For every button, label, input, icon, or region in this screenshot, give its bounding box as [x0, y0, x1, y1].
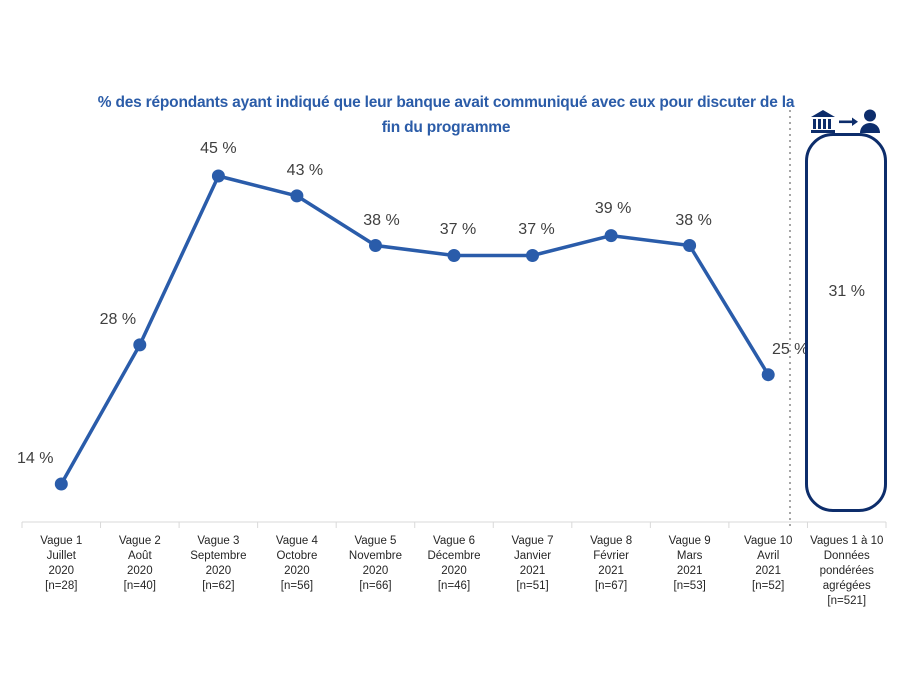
category-label-line: 2020	[127, 565, 153, 577]
aggregate-panel	[805, 133, 887, 512]
category-label-line: [n=66]	[359, 580, 392, 592]
category-label-line: [n=28]	[45, 580, 78, 592]
data-point-label: 39 %	[594, 199, 632, 217]
data-point-label: 45 %	[200, 140, 237, 157]
category-label-line: [n=52]	[752, 580, 785, 592]
data-point	[447, 249, 461, 262]
category-label: Vague 8 Février 2021 [n=67]	[572, 527, 651, 627]
category-label-line: [n=62]	[202, 580, 235, 592]
category-label-line: Vagues 1 à 10	[810, 535, 884, 547]
category-label-line: [n=46]	[437, 580, 471, 592]
category-label-line: Décembre	[427, 550, 481, 562]
category-label-line: 2021	[519, 565, 546, 577]
series-markers	[54, 169, 775, 491]
category-label: Vague 4 Octobre 2020 [n=56]	[258, 527, 337, 627]
category-label-line: 2020	[441, 565, 467, 577]
category-label-line: 2021	[598, 565, 624, 577]
category-label-line: Février	[593, 550, 629, 562]
category-label-line: [n=521]	[827, 595, 867, 607]
category-label-line: Septembre	[190, 550, 247, 562]
category-label-line: [n=40]	[123, 580, 156, 592]
chart-title: % des répondants ayant indiqué que leur …	[97, 94, 795, 136]
category-label-line: Novembre	[348, 550, 402, 562]
data-point	[604, 229, 618, 243]
data-point	[369, 239, 382, 252]
category-label: Vague 2 Août 2020 [n=40]	[101, 527, 180, 627]
category-label-line: [n=67]	[594, 580, 628, 592]
category-label-line: Vague 6	[433, 535, 475, 547]
data-point-label: 38 %	[363, 211, 400, 229]
data-point-label: 37 %	[518, 221, 555, 239]
category-label-line: Vague 9	[668, 535, 711, 547]
data-point-label: 25 %	[771, 340, 809, 358]
category-label-line: Août	[127, 550, 152, 562]
data-point	[211, 169, 225, 183]
data-point-label: 14 %	[17, 450, 54, 467]
category-label-line: Vague 3	[197, 535, 240, 547]
data-point	[683, 239, 697, 252]
category-label-aggregate: Vagues 1 à 10 Données pondérées agrégées [n=…	[807, 527, 886, 627]
aggregate-value-label: 31 %	[828, 283, 865, 301]
category-label: Vague 5 Novembre 2020 [n=66]	[336, 527, 415, 627]
category-label-line: Vague 4	[275, 535, 318, 547]
data-point	[133, 338, 147, 352]
category-label-line: [n=51]	[516, 580, 549, 592]
category-label-line: 2021	[676, 565, 703, 577]
category-label-line: 2020	[362, 565, 389, 577]
category-label-line: 2020	[205, 565, 232, 577]
category-label-line: [n=56]	[280, 580, 314, 592]
category-label-line: Vague 1	[40, 535, 83, 547]
category-label-line: Octobre	[276, 550, 318, 562]
data-point-label: 37 %	[439, 221, 477, 239]
category-label-line: 2020	[48, 565, 75, 577]
data-point	[526, 249, 539, 262]
category-label: Vague 1 Juillet 2020 [n=28]	[22, 527, 101, 627]
category-label-line: agrégées	[822, 580, 871, 592]
category-label: Vague 3 Septembre 2020 [n=62]	[179, 527, 258, 627]
category-axis: Vague 1 Juillet 2020 [n=28] Vague 2 Août 2020 […	[22, 527, 886, 627]
category-label-line: [n=53]	[673, 580, 706, 592]
category-label-line: 2021	[755, 565, 781, 577]
category-label: Vague 7 Janvier 2021 [n=51]	[493, 527, 572, 627]
category-label-line: pondérées	[819, 565, 874, 577]
category-label-line: Vague 7	[511, 535, 554, 547]
category-label: Vague 6 Décembre 2020 [n=46]	[415, 527, 494, 627]
category-label-line: Mars	[676, 550, 703, 562]
category-label-line: Données	[823, 550, 870, 562]
category-label-line: Vague 2	[118, 535, 161, 547]
data-point	[54, 477, 68, 491]
data-point-label: 28 %	[99, 310, 137, 328]
category-label-line: Juillet	[46, 550, 76, 562]
category-label: Vague 9 Mars 2021 [n=53]	[650, 527, 729, 627]
data-point-label: 43 %	[286, 161, 324, 179]
category-label-line: 2020	[284, 565, 310, 577]
axis-ticks	[21, 522, 887, 528]
category-label-line: Janvier	[514, 550, 552, 562]
series-line	[59, 174, 770, 486]
category-label-line: Vague 8	[590, 535, 633, 547]
category-label-line: Vague 5	[354, 535, 397, 547]
data-point	[290, 189, 304, 203]
category-label-line: Avril	[757, 550, 780, 562]
category-label: Vague 10 Avril 2021 [n=52]	[729, 527, 808, 627]
category-label-line: Vague 10	[744, 535, 793, 547]
data-point	[761, 368, 775, 382]
data-point-label: 38 %	[675, 211, 712, 229]
